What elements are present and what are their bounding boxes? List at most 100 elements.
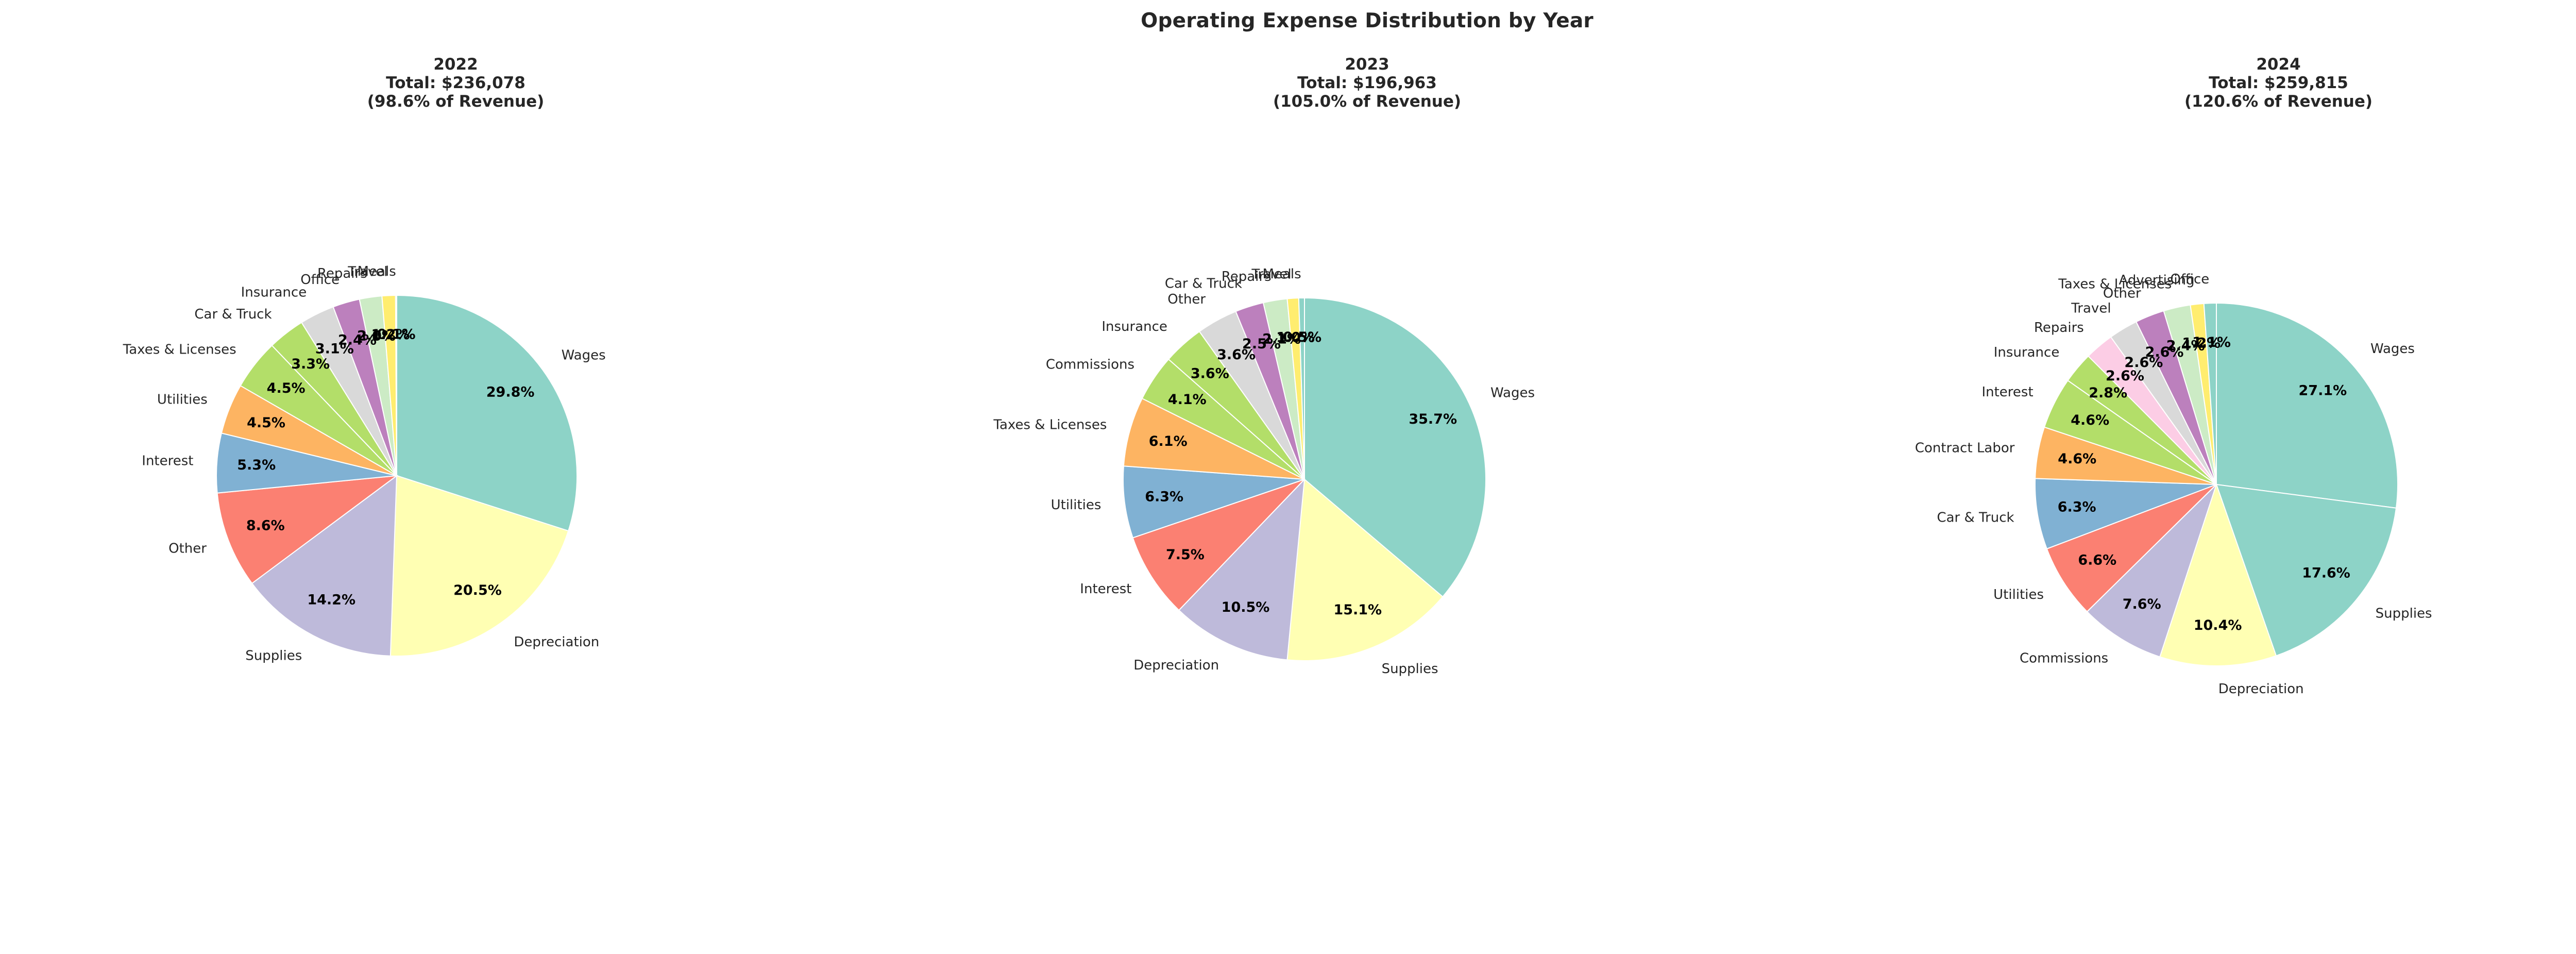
pie-slice-label: Other xyxy=(2103,286,2141,302)
pie-slice[interactable] xyxy=(1178,478,1306,661)
pie-chart-2022: 29.8% 20.5% 14.2% 8.6% 5.3% 4.5% 4.5% 3.3% 3.1% 2… xyxy=(0,0,911,954)
pie-panel-2024: 2024 Total: $259,815 (120.6% of Revenue)… xyxy=(1823,0,2576,954)
pie-slice-percent: 6.3% xyxy=(1145,489,1183,505)
pie-slice-label: Supplies xyxy=(2376,606,2432,621)
pie-title-2023: 2023 Total: $196,963 (105.0% of Revenue) xyxy=(1273,55,1462,111)
pie-slice-label: Utilities xyxy=(1051,497,1101,513)
pie-slice-label: Advertising xyxy=(2119,273,2195,288)
pie-slice-label: Interest xyxy=(1981,384,2033,400)
pie-slice-percent: 7.6% xyxy=(2123,596,2161,612)
figure-suptitle: Operating Expense Distribution by Year xyxy=(1141,9,1594,32)
pie-slice-percent: 1.2% xyxy=(371,327,410,343)
pie-slice-percent: 15.1% xyxy=(1333,602,1382,618)
pie-slice[interactable] xyxy=(1298,297,1305,480)
pie-slice-label: Car & Truck xyxy=(194,307,272,322)
pie-slice-percent: 10.5% xyxy=(1222,599,1270,615)
pie-slice-percent: 27.1% xyxy=(2299,382,2347,398)
pie-slice-label: Insurance xyxy=(1101,319,1167,334)
pie-slice-percent: 20.5% xyxy=(453,582,502,598)
pie-slice-percent: 2.4% xyxy=(338,332,377,348)
pie-slice-label: Insurance xyxy=(241,285,307,300)
pie-slice-percent: 2.6% xyxy=(2106,368,2144,384)
pie-slice-label: Utilities xyxy=(157,392,208,408)
pie-slice-percent: 4.5% xyxy=(267,380,306,396)
pie-svg-2024: 27.1%17.6%10.4%7.6%6.6%6.3%4.6%4.6%2.8%2… xyxy=(1915,272,2432,697)
pie-slice[interactable] xyxy=(1304,297,1486,598)
pie-slice-percent: 10.4% xyxy=(2194,617,2242,633)
pie-slice-percent: 4.6% xyxy=(2058,451,2096,467)
pie-slice-label: Supplies xyxy=(245,648,302,664)
pie-slice-label: Wages xyxy=(2370,341,2415,357)
pie-slice-percent: 6.6% xyxy=(2078,553,2116,568)
pie-slice-label: Taxes & Licenses xyxy=(993,417,1107,432)
pie-slice-percent: 2.6% xyxy=(2145,344,2184,360)
pie-slice-label: Travel xyxy=(347,264,387,279)
pie-slice-label: Wages xyxy=(562,348,606,363)
pie-slice-percent: 2.6% xyxy=(2124,355,2163,371)
pie-slice-label: Other xyxy=(168,541,207,557)
pie-slice-label: Repairs xyxy=(1222,269,1272,284)
pie-chart-2023: 35.7% 15.1% 10.5% 7.5% 6.3% 6.1% 4.1% 3.6% 3.6% 2… xyxy=(911,0,1823,954)
pie-title-2022: 2022 Total: $236,078 (98.6% of Revenue) xyxy=(367,55,545,111)
pie-slice-percent: 4.6% xyxy=(2071,412,2109,428)
pie-slice-percent: 2.8% xyxy=(2089,385,2127,401)
pie-chart-2024: 27.1% 17.6% 10.4% 7.6% 6.6% 6.3% 4.6% 4.6% 2.8% 2… xyxy=(1823,0,2576,954)
pie-panel-2022: 2022 Total: $236,078 (98.6% of Revenue) … xyxy=(0,0,911,954)
pie-slice[interactable] xyxy=(216,475,399,584)
pie-slice-label: Depreciation xyxy=(514,634,599,650)
pie-panel-2023: 2023 Total: $196,963 (105.0% of Revenue)… xyxy=(911,0,1823,954)
pie-slice-label: Travel xyxy=(2071,300,2111,316)
pie-slice[interactable] xyxy=(2159,482,2277,666)
pie-slice[interactable] xyxy=(2046,484,2217,613)
pie-slice-percent: 2.4% xyxy=(2166,338,2205,354)
pie-slice[interactable] xyxy=(1132,479,1305,611)
pie-slice[interactable] xyxy=(2203,302,2217,485)
pie-svg-2022: 29.8% 20.5% 14.2% 8.6% 5.3% 4.5% 4.5% 3.3%3.1%2… xyxy=(123,264,606,664)
pie-slice[interactable] xyxy=(395,294,397,476)
pie-slice-percent: 3.3% xyxy=(291,356,330,372)
pie-slice-label: Repairs xyxy=(317,266,367,281)
pie-slice-percent: 0.5% xyxy=(1283,329,1321,345)
pie-title-2024: 2024 Total: $259,815 (120.6% of Revenue) xyxy=(2184,55,2373,111)
pie-slice-label: Interest xyxy=(142,453,193,468)
pie-slice-percent: 1.2% xyxy=(2182,336,2221,352)
pie-slice-percent: 17.6% xyxy=(2302,565,2350,581)
pie-slice-label: Office xyxy=(2170,272,2209,287)
pie-slice[interactable] xyxy=(1123,465,1305,539)
pie-slice-label: Wages xyxy=(1490,385,1535,400)
pie-slice-percent: 35.7% xyxy=(1409,411,1457,427)
pie-slice-label: Depreciation xyxy=(1133,658,1219,673)
pie-slice-label: Depreciation xyxy=(2218,681,2304,697)
pie-slice-percent: 5.3% xyxy=(237,457,276,473)
pie-svg-2023: 35.7%15.1%10.5%7.5%6.3%6.1%4.1%3.6%3.6%2… xyxy=(993,266,1535,677)
pie-slice[interactable] xyxy=(1286,478,1444,661)
pie-slice-percent: 3.1% xyxy=(315,341,354,357)
pie-slice-percent: 3.6% xyxy=(1217,347,1256,363)
pie-slice-percent: 4.5% xyxy=(247,415,285,431)
pie-slice-label: Supplies xyxy=(1382,661,1438,677)
pie-slice-label: Contract Labor xyxy=(1915,440,2015,456)
pie-slice-label: Office xyxy=(300,272,340,288)
pie-slice[interactable] xyxy=(2216,302,2399,509)
pie-slice[interactable] xyxy=(2035,478,2217,550)
pie-slice[interactable] xyxy=(389,475,569,657)
pie-slice-label: Meals xyxy=(358,264,396,279)
pie-slice-label: Car & Truck xyxy=(1937,510,2014,526)
pie-slice-percent: 7.5% xyxy=(1166,547,1205,563)
pie-slice-label: Other xyxy=(1167,292,1206,307)
pie-slice-label: Insurance xyxy=(1994,345,2060,360)
pie-slice-label: Travel xyxy=(1251,267,1291,282)
pie-slice-label: Interest xyxy=(1080,581,1131,597)
pie-slice[interactable] xyxy=(1123,397,1305,480)
pie-slice[interactable] xyxy=(396,294,578,532)
pie-slice-label: Taxes & Licenses xyxy=(123,342,236,358)
pie-slice-label: Commissions xyxy=(2020,650,2108,666)
pie-slice-percent: 2.0% xyxy=(357,328,396,344)
pie-slice-percent: 2.1% xyxy=(1262,331,1301,347)
pie-slice-label: Repairs xyxy=(2034,320,2084,336)
pie-slice-percent: 4.1% xyxy=(1168,392,1207,408)
pie-slice[interactable] xyxy=(2086,484,2217,658)
pie-slice-percent: 6.3% xyxy=(2058,499,2096,515)
pie-slice[interactable] xyxy=(251,474,398,657)
pie-slice-percent: 14.2% xyxy=(307,592,355,608)
